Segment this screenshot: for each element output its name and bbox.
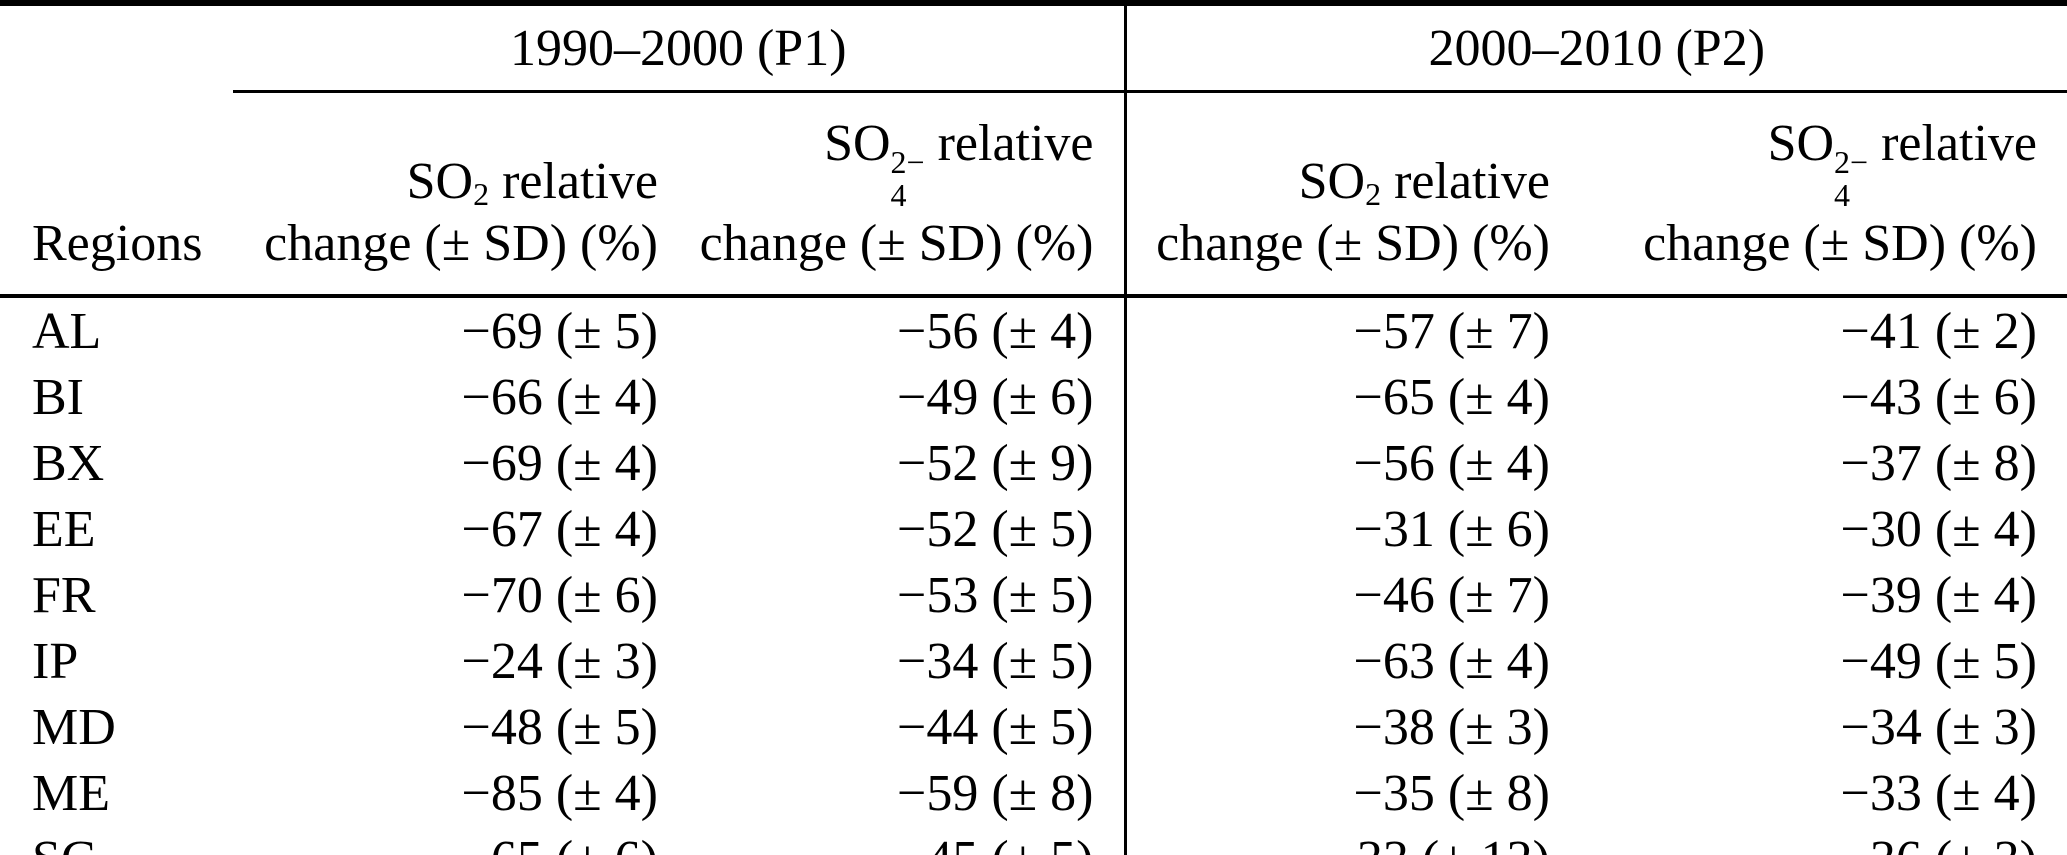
so4-superscript: 2− xyxy=(890,144,925,180)
so2-formula-line: SO2 relative xyxy=(1128,152,1550,213)
period-header-p2: 2000–2010 (P2) xyxy=(1123,3,2067,93)
table-row: BX −69 (± 4) −52 (± 9) −56 (± 4) −37 (± … xyxy=(0,430,2067,496)
value-cell-so4-p2: −39 (± 4) xyxy=(1840,566,2038,624)
value-cell-so4-p1: −52 (± 9) xyxy=(897,434,1094,492)
so2-formula: SO2 xyxy=(406,153,490,213)
value-cell-so4-p1: −52 (± 5) xyxy=(897,500,1094,558)
relative-word: relative xyxy=(937,115,1094,173)
column-header-so2-p1: SO2 relative change (± SD) (%) xyxy=(233,91,688,298)
value-cell-so4-p1: −49 (± 6) xyxy=(897,368,1094,426)
region-cell: BI xyxy=(32,368,84,426)
value-cell-so4-p2: −37 (± 8) xyxy=(1840,434,2038,492)
value-cell-so2-p2: −35 (± 8) xyxy=(1123,760,1580,826)
relative-word: relative xyxy=(502,153,658,210)
so4-formula-line: SO 2− 4 relative xyxy=(1581,114,2037,212)
value-cell-so2-p1: −67 (± 4) xyxy=(461,500,659,558)
value-cell-so2-p1: −48 (± 5) xyxy=(461,698,659,756)
corner-cell xyxy=(0,3,233,92)
relative-word: relative xyxy=(1881,115,2037,173)
change-sd-line: change (± SD) (%) xyxy=(1156,215,1550,272)
value-cell-so2-p2: −63 (± 4) xyxy=(1123,628,1580,694)
period-header-p1: 1990–2000 (P1) xyxy=(233,3,1125,93)
table-row: IP −24 (± 3) −34 (± 5) −63 (± 4) −49 (± … xyxy=(0,628,2067,694)
region-cell: ME xyxy=(32,764,110,822)
value-cell-so4-p1: −53 (± 5) xyxy=(897,566,1094,624)
table-row: AL −69 (± 5) −56 (± 4) −57 (± 7) −41 (± … xyxy=(0,296,2067,364)
value-cell-so4-p2: −49 (± 5) xyxy=(1840,632,2038,690)
region-cell: IP xyxy=(32,632,79,690)
value-cell-so4-p2: −43 (± 6) xyxy=(1840,368,2038,426)
relative-word: relative xyxy=(1394,153,1550,210)
change-sd-line: change (± SD) (%) xyxy=(264,215,658,272)
value-cell-so2-p1: −70 (± 6) xyxy=(461,566,659,624)
table-row: BI −66 (± 4) −49 (± 6) −65 (± 4) −43 (± … xyxy=(0,364,2067,430)
so4-subscript: 4 xyxy=(1834,177,1851,213)
value-cell-so2-p1: −66 (± 4) xyxy=(461,368,659,426)
value-cell-so4-p1: −59 (± 8) xyxy=(897,764,1094,822)
value-cell-so4-p1: −34 (± 5) xyxy=(897,632,1094,690)
value-cell-so2-p2: −65 (± 4) xyxy=(1123,364,1580,430)
table-row: EE −67 (± 4) −52 (± 5) −31 (± 6) −30 (± … xyxy=(0,496,2067,562)
value-cell-so2-p2: −57 (± 7) xyxy=(1123,296,1580,364)
so4-superscript: 2− xyxy=(1834,144,1869,180)
value-cell-so2-p2: −33 (± 12) xyxy=(1123,826,1580,855)
table-row: SC −65 (± 6) −45 (± 5) −33 (± 12) −36 (±… xyxy=(0,826,2067,855)
region-cell: FR xyxy=(32,566,96,624)
so4-subscript: 4 xyxy=(890,177,907,213)
so4-scripts: 2− 4 xyxy=(891,146,925,212)
value-cell-so2-p2: −38 (± 3) xyxy=(1123,694,1580,760)
table-row: ME −85 (± 4) −59 (± 8) −35 (± 8) −33 (± … xyxy=(0,760,2067,826)
value-cell-so4-p1: −44 (± 5) xyxy=(897,698,1094,756)
value-cell-so4-p2: −36 (± 3) xyxy=(1580,826,2067,855)
change-sd-line: change (± SD) (%) xyxy=(699,215,1094,272)
column-header-row: Regions SO2 relative change (± SD) (%) S… xyxy=(0,91,2067,298)
value-cell-so4-p1: −56 (± 4) xyxy=(897,302,1094,360)
so2-formula-line: SO2 relative xyxy=(234,152,658,212)
value-cell-so2-p2: −56 (± 4) xyxy=(1123,430,1580,496)
value-cell-so2-p1: −69 (± 4) xyxy=(461,434,659,492)
period-header-row: 1990–2000 (P1) 2000–2010 (P2) xyxy=(0,3,2067,93)
value-cell-so2-p1: −85 (± 4) xyxy=(461,764,659,822)
column-header-so2-p2: SO2 relative change (± SD) (%) xyxy=(1123,91,1580,298)
value-cell-so4-p2: −33 (± 4) xyxy=(1840,764,2038,822)
change-sd-line: change (± SD) (%) xyxy=(1643,215,2037,272)
region-cell: MD xyxy=(32,698,116,756)
value-cell-so2-p1: −24 (± 3) xyxy=(461,632,659,690)
region-cell: BX xyxy=(32,434,105,492)
so4-formula: SO 2− 4 xyxy=(824,115,925,213)
column-header-regions: Regions xyxy=(0,91,233,298)
region-cell: AL xyxy=(32,302,102,360)
value-cell-so2-p2: −46 (± 7) xyxy=(1123,562,1580,628)
table-row: FR −70 (± 6) −53 (± 5) −46 (± 7) −39 (± … xyxy=(0,562,2067,628)
value-cell-so2-p1: −65 (± 6) xyxy=(233,826,688,855)
region-cell: EE xyxy=(32,500,96,558)
so2-formula: SO2 xyxy=(1298,153,1382,213)
value-cell-so2-p2: −31 (± 6) xyxy=(1123,496,1580,562)
value-cell-so4-p2: −41 (± 2) xyxy=(1840,302,2038,360)
table-row: MD −48 (± 5) −44 (± 5) −38 (± 3) −34 (± … xyxy=(0,694,2067,760)
region-cell: SC xyxy=(0,826,233,855)
value-cell-so2-p1: −69 (± 5) xyxy=(461,302,659,360)
so4-formula: SO 2− 4 xyxy=(1767,115,1869,213)
value-cell-so4-p1: −45 (± 5) xyxy=(688,826,1125,855)
value-cell-so4-p2: −30 (± 4) xyxy=(1840,500,2038,558)
so4-scripts: 2− 4 xyxy=(1834,146,1868,212)
column-header-so4-p1: SO 2− 4 relative change (± SD) (%) xyxy=(688,91,1125,298)
so4-formula-line: SO 2− 4 relative xyxy=(689,114,1094,213)
regions-label: Regions xyxy=(32,215,203,272)
value-cell-so4-p2: −34 (± 3) xyxy=(1840,698,2038,756)
column-header-so4-p2: SO 2− 4 relative change (± SD) (%) xyxy=(1580,91,2067,298)
